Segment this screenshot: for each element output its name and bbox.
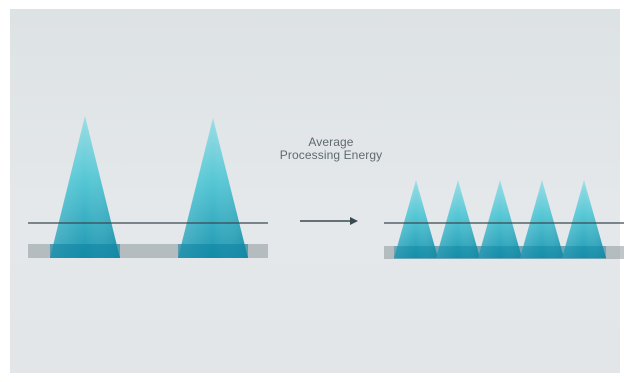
right-arrow-icon [300,217,358,225]
caption-line-1: Average [308,135,354,149]
left-panel [28,116,268,258]
right-peak-3 [478,180,522,258]
diagram-background [10,9,620,373]
right-peak-5 [562,180,606,258]
average-processing-energy-label: Average Processing Energy [236,136,426,162]
right-peak-1 [394,180,438,258]
left-peak-1 [50,116,120,258]
right-peak-2 [436,180,480,258]
right-peak-4 [520,180,564,258]
right-panel [384,180,624,259]
caption-line-2: Processing Energy [279,148,383,162]
